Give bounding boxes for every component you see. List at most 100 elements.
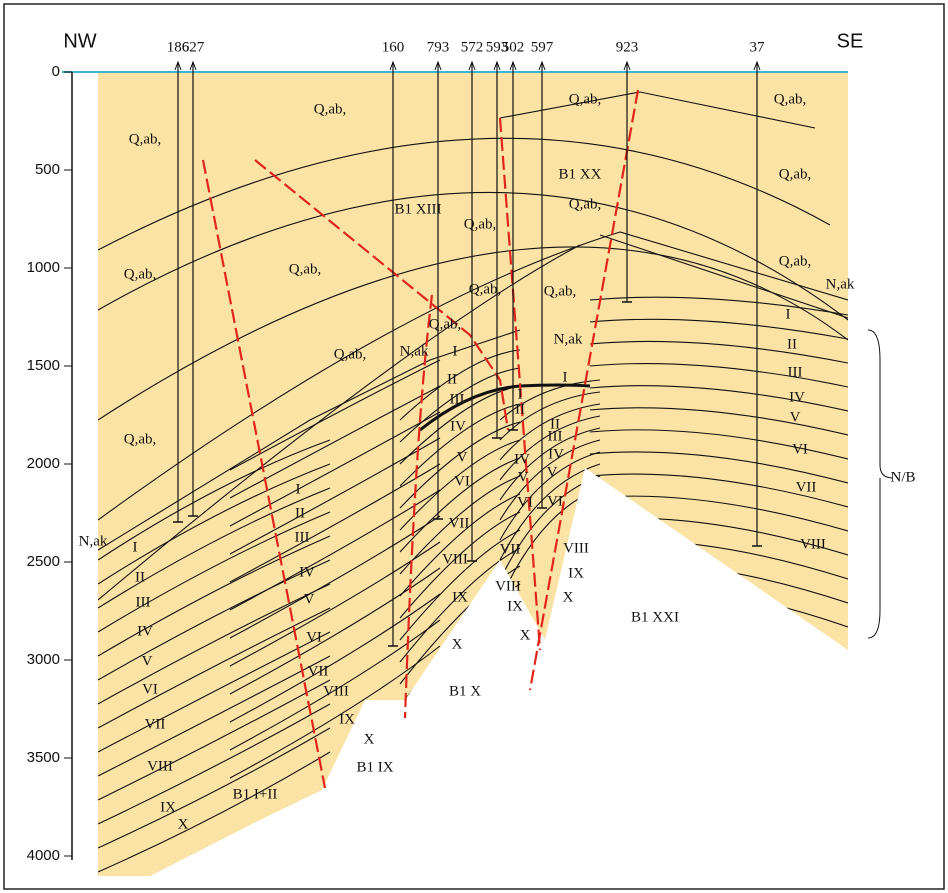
section-label: Q,ab, — [569, 196, 602, 212]
section-label: Q,ab, — [779, 253, 812, 269]
tick-label: 2500 — [27, 553, 60, 570]
tick-label: 2000 — [27, 455, 60, 472]
stratum-line — [399, 511, 521, 619]
well-label: 793 — [427, 39, 450, 55]
well-head — [468, 60, 476, 71]
stratum-line — [98, 535, 331, 657]
stratum-line — [98, 463, 331, 585]
section-label: VI — [547, 493, 563, 509]
stratum-line — [399, 547, 521, 663]
stratum-line — [98, 679, 331, 801]
well-head — [434, 60, 442, 71]
well-head — [389, 60, 397, 71]
section-label: X — [364, 731, 375, 747]
section-label: IX — [452, 589, 468, 605]
well-head — [189, 60, 197, 71]
stratum-line — [98, 244, 581, 601]
stratum-line — [599, 234, 848, 319]
section-label: III — [548, 428, 563, 444]
section-label: VII — [145, 716, 166, 732]
fault — [498, 117, 542, 651]
section-label: V — [304, 591, 315, 607]
stratum-line — [499, 451, 601, 541]
stratum-line — [399, 439, 521, 531]
section-label: VII — [308, 663, 329, 679]
stratum-line — [229, 593, 441, 723]
well-label: 597 — [531, 39, 554, 55]
section-label: X — [520, 627, 531, 643]
section-label: Q,ab, — [544, 283, 577, 299]
section-label: B1 IX — [356, 759, 393, 775]
section-label: Q,ab, — [124, 431, 157, 447]
stratum-line — [499, 379, 601, 421]
bracket — [867, 329, 894, 639]
section-fill — [98, 72, 848, 876]
stratum-line — [399, 367, 521, 443]
section-label: V — [790, 409, 801, 425]
section-label: B1 I+II — [233, 786, 278, 802]
section-label: Q,ab, — [779, 166, 812, 182]
section-label: B1 XX — [559, 166, 602, 182]
tick-label: 3000 — [27, 651, 60, 668]
section-label: IV — [299, 564, 315, 580]
stratum-line — [399, 493, 521, 597]
tick-label: 500 — [35, 161, 60, 178]
direction-label: SE — [837, 30, 864, 52]
section-label: I — [518, 386, 523, 402]
well-label: 627 — [182, 39, 205, 55]
stratum-line — [589, 296, 848, 316]
fault — [254, 159, 510, 431]
fault — [201, 159, 327, 789]
stratum-line — [589, 385, 848, 412]
stratum-line — [98, 487, 331, 609]
stratum-line — [98, 329, 521, 551]
section-label: X — [452, 636, 463, 652]
section-label: IV — [514, 451, 530, 467]
section-label: VIII — [495, 578, 521, 594]
stratum-line — [229, 515, 441, 639]
stratum-line — [589, 318, 848, 340]
section-label: VI — [792, 441, 808, 457]
well-label: 37 — [750, 39, 766, 55]
well-head — [174, 60, 182, 71]
stratum-line — [229, 567, 441, 695]
section-label: V — [457, 449, 468, 465]
section-label: N,ak — [826, 276, 855, 292]
section-label: III — [788, 364, 803, 380]
section-label: IX — [568, 565, 584, 581]
faults — [201, 89, 640, 789]
section-label: VIII — [800, 536, 826, 552]
section-label: IV — [450, 418, 466, 434]
stratum-line — [229, 489, 441, 611]
stratum-line — [98, 703, 331, 825]
section-label: V — [547, 464, 558, 480]
stratum-line — [98, 246, 848, 421]
tick-label: 4000 — [27, 847, 60, 864]
section-label: V — [142, 653, 153, 669]
well-label: 923 — [616, 39, 639, 55]
section-label: V — [518, 469, 529, 485]
stratum-line — [98, 137, 831, 251]
stratum-line — [229, 463, 441, 583]
section-label: Q,ab, — [464, 216, 497, 232]
section-label: II — [787, 336, 797, 352]
section-label: II — [515, 401, 525, 417]
section-label: I — [453, 343, 458, 359]
strata — [98, 91, 848, 873]
section-label: B1 X — [449, 683, 481, 699]
stratum-line — [499, 427, 601, 501]
stratum-line — [229, 411, 441, 527]
section-label: Q,ab, — [129, 131, 162, 147]
section-label: Q,ab, — [569, 91, 602, 107]
section-label: Q,ab, — [334, 346, 367, 362]
well-head — [493, 60, 501, 71]
section-label: IX — [339, 711, 355, 727]
tick-label: 1000 — [27, 259, 60, 276]
well-head — [753, 60, 761, 71]
stratum-line — [499, 391, 601, 441]
section-label: III — [450, 391, 465, 407]
stratum-line — [589, 340, 848, 364]
section-label: B1 XXI — [631, 609, 679, 625]
well-head — [538, 60, 546, 71]
